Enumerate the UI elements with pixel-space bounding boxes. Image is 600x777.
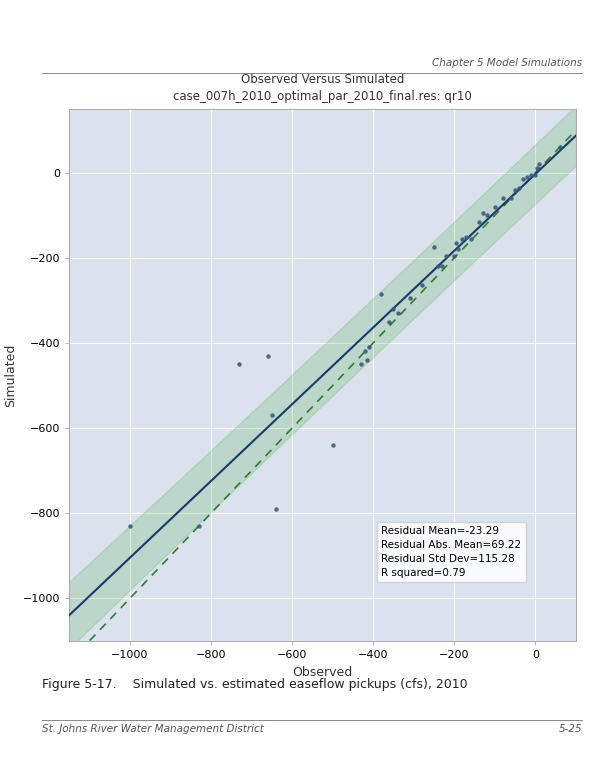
- Point: [271, 503, 281, 515]
- Point: [442, 249, 451, 262]
- Point: [360, 345, 370, 357]
- Point: [433, 260, 443, 273]
- Point: [405, 292, 415, 305]
- Point: [530, 169, 540, 181]
- Point: [393, 307, 403, 319]
- Point: [194, 520, 203, 532]
- Point: [523, 171, 532, 183]
- Point: [389, 303, 398, 315]
- Point: [498, 192, 508, 204]
- Point: [364, 341, 374, 354]
- Point: [555, 141, 565, 153]
- Point: [417, 279, 427, 291]
- Text: 5-25: 5-25: [559, 724, 582, 734]
- Point: [482, 209, 491, 221]
- Point: [125, 520, 134, 532]
- Point: [385, 315, 394, 328]
- Point: [478, 207, 488, 219]
- Point: [377, 287, 386, 300]
- Point: [449, 249, 459, 262]
- Point: [474, 215, 484, 228]
- Point: [328, 439, 337, 451]
- Point: [429, 241, 439, 253]
- Title: Observed Versus Simulated
case_007h_2010_optimal_par_2010_final.res: qr10: Observed Versus Simulated case_007h_2010…: [173, 74, 472, 103]
- Point: [356, 358, 366, 371]
- Point: [466, 232, 475, 245]
- Text: Chapter 5 Model Simulations: Chapter 5 Model Simulations: [432, 58, 582, 68]
- Point: [533, 162, 542, 175]
- Point: [235, 358, 244, 371]
- Point: [452, 237, 461, 249]
- Point: [514, 181, 524, 193]
- Point: [362, 354, 372, 366]
- Point: [461, 230, 471, 242]
- Text: Figure 5-17.    Simulated vs. estimated easeflow pickups (cfs), 2010: Figure 5-17. Simulated vs. estimated eas…: [42, 678, 467, 691]
- Text: St. Johns River Water Management District: St. Johns River Water Management Distric…: [42, 724, 264, 734]
- Point: [458, 232, 467, 245]
- Point: [437, 260, 447, 273]
- Point: [454, 243, 463, 256]
- Point: [490, 200, 500, 213]
- Point: [527, 169, 536, 181]
- Point: [535, 158, 544, 170]
- Y-axis label: Simulated: Simulated: [4, 343, 17, 406]
- Point: [511, 183, 520, 196]
- Point: [518, 172, 528, 185]
- Text: Residual Mean=-23.29
Residual Abs. Mean=69.22
Residual Std Dev=115.28
R squared=: Residual Mean=-23.29 Residual Abs. Mean=…: [382, 526, 521, 578]
- Point: [506, 192, 516, 204]
- Point: [267, 409, 277, 422]
- Point: [263, 350, 272, 362]
- X-axis label: Observed: Observed: [292, 666, 353, 678]
